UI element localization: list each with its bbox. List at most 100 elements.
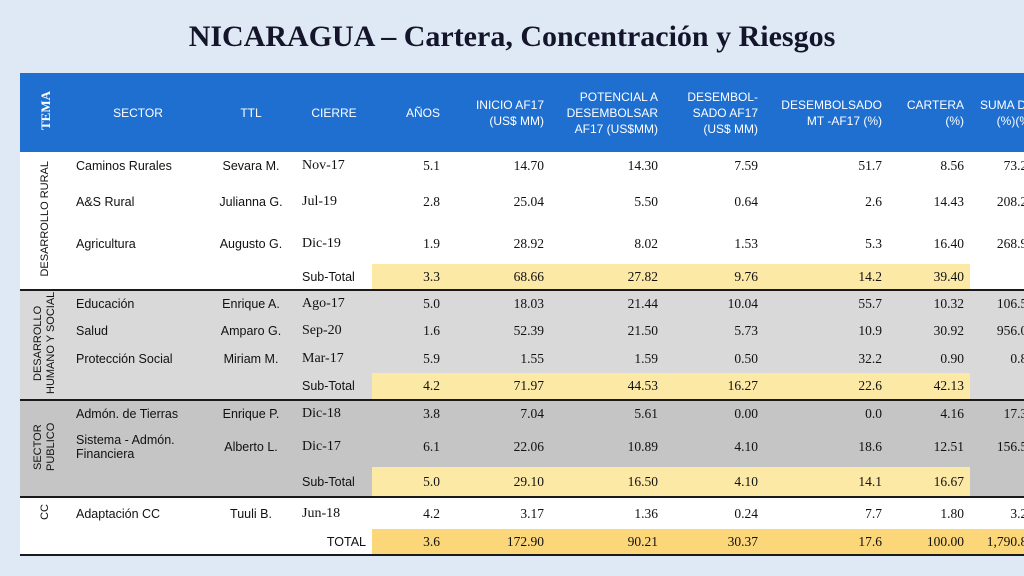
total-label: TOTAL: [296, 529, 372, 555]
table-row: SECTOR PUBLICO Admón. de Tierras Enrique…: [20, 400, 1024, 497]
subtotal-label: Sub-Total: [296, 264, 372, 290]
cell-cartera: 39.40: [888, 264, 970, 290]
cell-desembolsado: 4.10: [664, 467, 764, 497]
group-desarrollo-rural: DESARROLLO RURAL Caminos Rurales Sevara …: [20, 152, 1024, 290]
cell-suma: 208.22: [970, 180, 1024, 224]
cell-cierre: Dic-18: [296, 400, 372, 427]
cell-anos: 5.9: [372, 345, 446, 373]
portfolio-table: TEMA SECTOR TTL CIERRE AÑOS INICIO AF17 …: [20, 73, 1024, 556]
cell-cartera: 30.92: [888, 317, 970, 345]
cell-potencial: 5.50: [550, 180, 664, 224]
cell-anos: 5.0: [372, 467, 446, 497]
tema-label: SECTOR PUBLICO: [20, 400, 70, 497]
header-row: TEMA SECTOR TTL CIERRE AÑOS INICIO AF17 …: [20, 73, 1024, 152]
subtotal-label: Sub-Total: [296, 372, 372, 400]
cell-cierre: Jul-19: [296, 180, 372, 224]
group-sector-publico: SECTOR PUBLICO Admón. de Tierras Enrique…: [20, 400, 1024, 497]
cell-inicio: 1.55: [446, 345, 550, 373]
table-row: Salud Amparo G. Sep-20 1.6 52.39 21.50 5…: [20, 317, 1024, 345]
cell-cartera: 42.13: [888, 372, 970, 400]
cell-anos: 3.8: [372, 400, 446, 427]
header-potencial: POTENCIAL A DESEMBOLSAR AF17 (US$MM): [550, 73, 664, 152]
cell-potencial: 21.50: [550, 317, 664, 345]
cell-pct: 51.7: [764, 152, 888, 180]
cell-potencial: 14.30: [550, 152, 664, 180]
cell-sector: A&S Rural: [70, 180, 206, 224]
cell-potencial: 44.53: [550, 372, 664, 400]
cell-pct: 10.9: [764, 317, 888, 345]
cell-cartera: 12.51: [888, 427, 970, 467]
header-tema: TEMA: [20, 73, 70, 152]
cell-potencial: 27.82: [550, 264, 664, 290]
header-ttl: TTL: [206, 73, 296, 152]
cell-suma: 106.50: [970, 290, 1024, 318]
cell-desembolsado: 30.37: [664, 529, 764, 555]
cell-suma: 956.05: [970, 317, 1024, 345]
cell-inicio: 71.97: [446, 372, 550, 400]
cell-pct: 5.3: [764, 224, 888, 264]
cell-inicio: 22.06: [446, 427, 550, 467]
cell-suma: 73.27: [970, 152, 1024, 180]
cell-desembolsado: 4.10: [664, 427, 764, 467]
cell-suma: 17.31: [970, 400, 1024, 427]
cell-cierre: Mar-17: [296, 345, 372, 373]
cell-pct: 7.7: [764, 497, 888, 529]
table-row: DESARROLLO HUMANO Y SOCIAL Educación Enr…: [20, 290, 1024, 400]
cell-potencial: 8.02: [550, 224, 664, 264]
cell-desembolsado: 0.64: [664, 180, 764, 224]
subtotal-label: Sub-Total: [296, 467, 372, 497]
cell-cartera: 100.00: [888, 529, 970, 555]
tema-label: CC: [20, 497, 70, 529]
cell-suma: 1,790.86: [970, 529, 1024, 555]
cell-desembolsado: 16.27: [664, 372, 764, 400]
cell-inicio: 172.90: [446, 529, 550, 555]
cell-cierre: Sep-20: [296, 317, 372, 345]
cell-anos: 1.9: [372, 224, 446, 264]
cell-sector: Agricultura: [70, 224, 206, 264]
cell-ttl: Enrique A.: [206, 290, 296, 318]
cell-sector: Caminos Rurales: [70, 152, 206, 180]
cell-pct: 14.2: [764, 264, 888, 290]
cell-ttl: Enrique P.: [206, 400, 296, 427]
cell-cartera: 16.40: [888, 224, 970, 264]
cell-cartera: 8.56: [888, 152, 970, 180]
cell-cierre: Jun-18: [296, 497, 372, 529]
cell-desembolsado: 5.73: [664, 317, 764, 345]
cell-suma: 268.96: [970, 224, 1024, 264]
cell-sector: Adaptación CC: [70, 497, 206, 529]
cell-cartera: 10.32: [888, 290, 970, 318]
cell-cartera: 16.67: [888, 467, 970, 497]
cell-inicio: 68.66: [446, 264, 550, 290]
group-cc: CC Adaptación CC Tuuli B. Jun-18 4.2 3.1…: [20, 497, 1024, 555]
cell-ttl: Miriam M.: [206, 345, 296, 373]
subtotal-row: Sub-Total 3.3 68.66 27.82 9.76 14.2 39.4…: [20, 264, 1024, 290]
cell-ttl: Tuuli B.: [206, 497, 296, 529]
cell-cartera: 14.43: [888, 180, 970, 224]
cell-sector: Salud: [70, 317, 206, 345]
tema-label: DESARROLLO RURAL: [20, 152, 70, 290]
cell-pct: 14.1: [764, 467, 888, 497]
cell-cierre: Nov-17: [296, 152, 372, 180]
subtotal-row: Sub-Total 4.2 71.97 44.53 16.27 22.6 42.…: [20, 372, 1024, 400]
header-anos: AÑOS: [372, 73, 446, 152]
cell-inicio: 29.10: [446, 467, 550, 497]
cell-pct: 0.0: [764, 400, 888, 427]
cell-potencial: 90.21: [550, 529, 664, 555]
cell-sector: Sistema - Admón. Financiera: [70, 427, 206, 467]
header-desembolsado: DESEMBOL-SADO AF17 (US$ MM): [664, 73, 764, 152]
cell-anos: 5.1: [372, 152, 446, 180]
table-row: A&S Rural Julianna G. Jul-19 2.8 25.04 5…: [20, 180, 1024, 224]
group-desarrollo-humano: DESARROLLO HUMANO Y SOCIAL Educación Enr…: [20, 290, 1024, 400]
cell-desembolsado: 1.53: [664, 224, 764, 264]
cell-sector: Protección Social: [70, 345, 206, 373]
cell-inicio: 14.70: [446, 152, 550, 180]
cell-ttl: Alberto L.: [206, 427, 296, 467]
cell-inicio: 7.04: [446, 400, 550, 427]
cell-potencial: 10.89: [550, 427, 664, 467]
cell-anos: 4.2: [372, 497, 446, 529]
header-suma: SUMA DE (%)(%): [970, 73, 1024, 152]
cell-anos: 3.3: [372, 264, 446, 290]
cell-cartera: 1.80: [888, 497, 970, 529]
cell-pct: 32.2: [764, 345, 888, 373]
header-sector: SECTOR: [70, 73, 206, 152]
